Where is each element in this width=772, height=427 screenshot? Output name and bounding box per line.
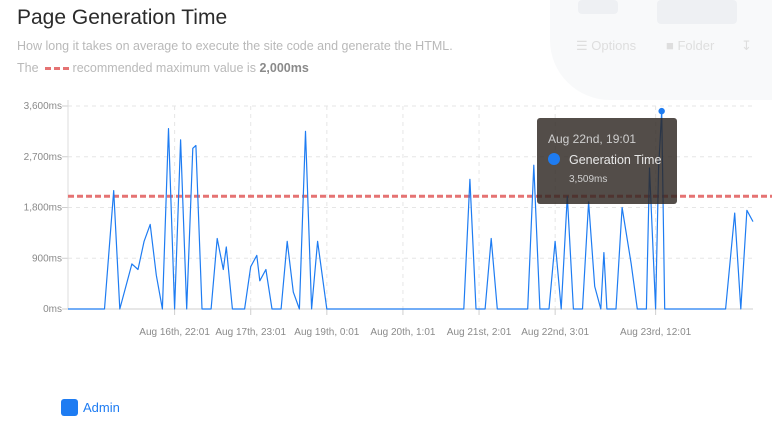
threshold-swatch bbox=[44, 67, 69, 71]
page-title: Page Generation Time bbox=[17, 6, 228, 29]
x-tick-label: Aug 22nd, 3:01 bbox=[521, 327, 589, 338]
tooltip-series-name: Generation Time bbox=[569, 153, 662, 167]
page-subtitle: How long it takes on average to execute … bbox=[17, 39, 453, 53]
tooltip-value: 3,509ms bbox=[569, 174, 608, 185]
y-tick-label: 1,800ms bbox=[24, 203, 62, 214]
rec-prefix: The bbox=[17, 61, 39, 75]
legend-swatch bbox=[61, 399, 78, 416]
grid-layer bbox=[68, 105, 753, 309]
folder-button[interactable]: ■ Folder bbox=[666, 38, 715, 53]
highlighted-point bbox=[658, 107, 665, 115]
legend-label: Admin bbox=[83, 400, 120, 415]
tooltip-date: Aug 22nd, 19:01 bbox=[548, 132, 637, 146]
x-tick-label: Aug 23rd, 12:01 bbox=[620, 327, 692, 338]
folder-label: Folder bbox=[677, 38, 715, 53]
y-tick-label: 900ms bbox=[32, 253, 62, 264]
x-tick-label: Aug 17th, 23:01 bbox=[215, 327, 286, 338]
monitor-icon bbox=[578, 0, 618, 14]
chart-tooltip: Aug 22nd, 19:01 Generation Time 3,509ms bbox=[537, 118, 677, 204]
series-line-admin bbox=[68, 110, 754, 310]
options-button[interactable]: ☰ Options bbox=[576, 38, 637, 53]
series-layer bbox=[68, 107, 754, 310]
options-label: Options bbox=[591, 38, 637, 53]
x-tick-label: Aug 19th, 0:01 bbox=[294, 327, 359, 338]
legend-item-admin[interactable]: Admin bbox=[61, 399, 120, 416]
tooltip-series-dot bbox=[548, 153, 560, 165]
x-tick-label: Aug 20th, 1:01 bbox=[370, 327, 435, 338]
device-icon bbox=[657, 0, 737, 24]
y-tick-label: 0ms bbox=[43, 304, 62, 315]
x-tick-label: Aug 16th, 22:01 bbox=[139, 327, 210, 338]
y-tick-label: 3,600ms bbox=[24, 101, 62, 112]
rec-value: 2,000ms bbox=[259, 61, 309, 75]
rec-text: recommended maximum value is bbox=[72, 61, 256, 75]
y-tick-label: 2,700ms bbox=[24, 152, 62, 163]
x-tick-label: Aug 21st, 2:01 bbox=[447, 327, 512, 338]
recommended-note: The recommended maximum value is 2,000ms bbox=[17, 61, 309, 75]
download-icon[interactable]: ↧ bbox=[741, 38, 752, 53]
